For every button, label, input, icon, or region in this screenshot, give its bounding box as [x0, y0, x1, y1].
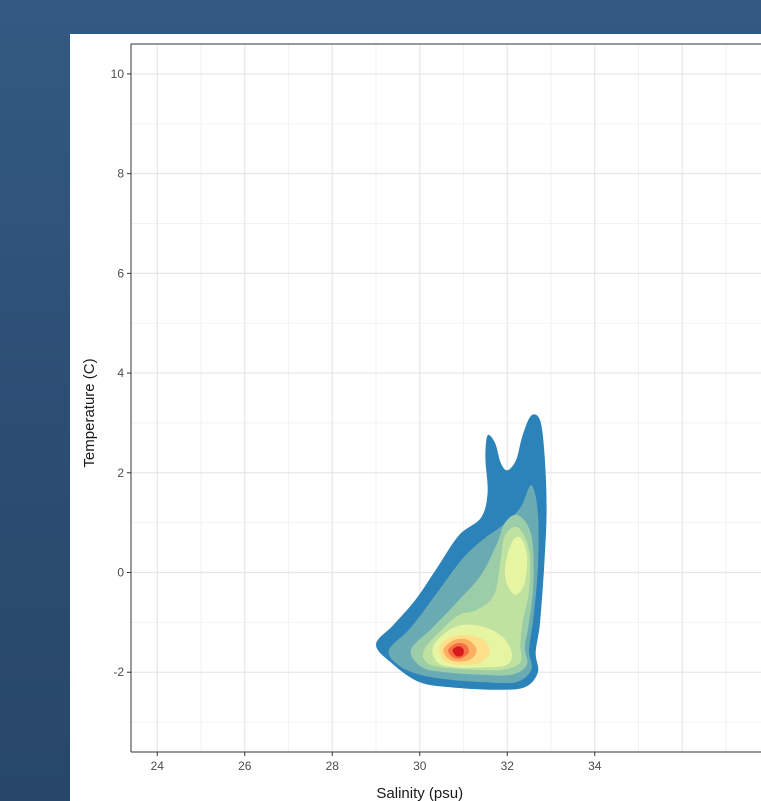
x-tick-label: 28	[326, 759, 340, 773]
y-tick-label: 6	[117, 266, 124, 280]
y-tick-label: 4	[117, 366, 124, 380]
y-tick-label: -2	[113, 665, 124, 679]
y-axis-title: Temperature (C)	[81, 358, 98, 467]
x-tick-label: 24	[151, 759, 165, 773]
contour-level-9	[452, 646, 464, 657]
y-tick-label: 0	[117, 566, 124, 580]
x-tick-label: 30	[413, 759, 427, 773]
axes: 24 26 28 30 32 34 10 8 6 4 2 0 -2	[111, 43, 761, 773]
y-tick-label: 10	[111, 67, 125, 81]
x-tick-label: 32	[501, 759, 515, 773]
x-axis-title: Salinity (psu)	[376, 785, 463, 801]
x-tick-label: 26	[238, 759, 252, 773]
density-contours	[376, 414, 547, 690]
contour-level-5b	[504, 536, 528, 595]
x-tick-label: 34	[588, 759, 602, 773]
grid-lines	[131, 44, 761, 752]
y-tick-label: 8	[117, 167, 124, 181]
y-tick-label: 2	[117, 466, 124, 480]
